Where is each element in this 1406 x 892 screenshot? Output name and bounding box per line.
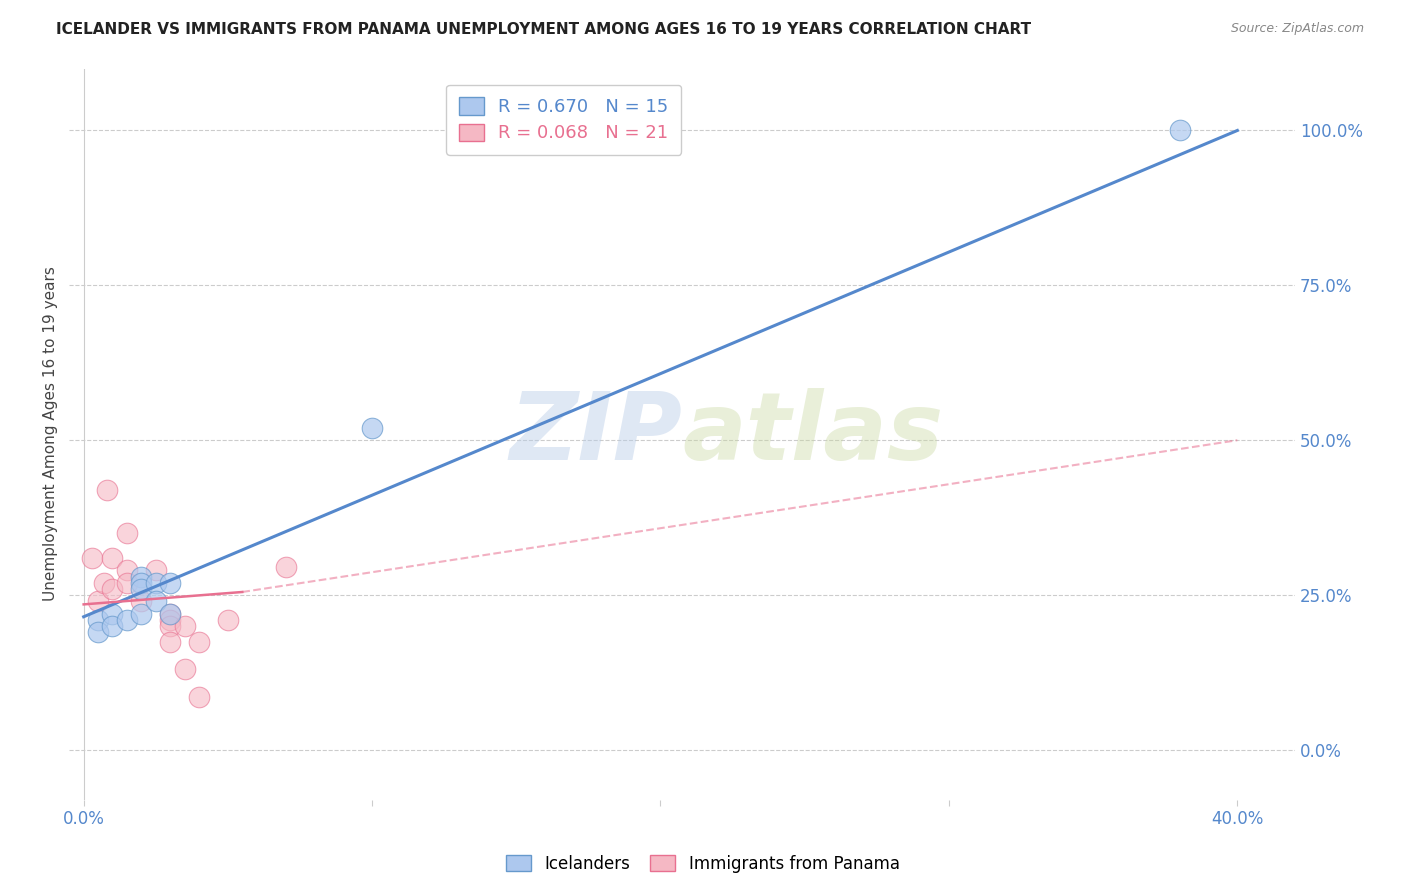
Point [131, 594, 153, 608]
Point [159, 575, 181, 590]
Point [115, 526, 138, 541]
Point [173, 662, 195, 676]
Point [145, 563, 167, 577]
Point [93, 575, 115, 590]
Point [188, 634, 211, 648]
Point [87, 625, 110, 640]
Point [145, 594, 167, 608]
Point [217, 613, 239, 627]
Point [87, 613, 110, 627]
Point [96, 483, 118, 497]
Text: Source: ZipAtlas.com: Source: ZipAtlas.com [1230, 22, 1364, 36]
Point [274, 560, 297, 574]
Point [159, 607, 181, 621]
Point [159, 619, 181, 633]
Point [1168, 123, 1191, 137]
Point [145, 575, 167, 590]
Point [159, 634, 181, 648]
Point [101, 607, 124, 621]
Point [115, 575, 138, 590]
Y-axis label: Unemployment Among Ages 16 to 19 years: Unemployment Among Ages 16 to 19 years [44, 267, 58, 601]
Point [115, 613, 138, 627]
Legend: R = 0.670   N = 15, R = 0.068   N = 21: R = 0.670 N = 15, R = 0.068 N = 21 [446, 85, 682, 155]
Point [361, 421, 384, 435]
Point [101, 619, 124, 633]
Point [159, 607, 181, 621]
Point [131, 575, 153, 590]
Point [131, 569, 153, 583]
Legend: Icelanders, Immigrants from Panama: Icelanders, Immigrants from Panama [499, 848, 907, 880]
Text: atlas: atlas [682, 388, 943, 480]
Point [115, 563, 138, 577]
Point [131, 582, 153, 596]
Point [82, 550, 104, 565]
Text: ZIP: ZIP [509, 388, 682, 480]
Point [188, 690, 211, 705]
Point [159, 613, 181, 627]
Point [87, 594, 110, 608]
Point [131, 607, 153, 621]
Text: ICELANDER VS IMMIGRANTS FROM PANAMA UNEMPLOYMENT AMONG AGES 16 TO 19 YEARS CORRE: ICELANDER VS IMMIGRANTS FROM PANAMA UNEM… [56, 22, 1032, 37]
Point [101, 582, 124, 596]
Point [101, 550, 124, 565]
Point [173, 619, 195, 633]
